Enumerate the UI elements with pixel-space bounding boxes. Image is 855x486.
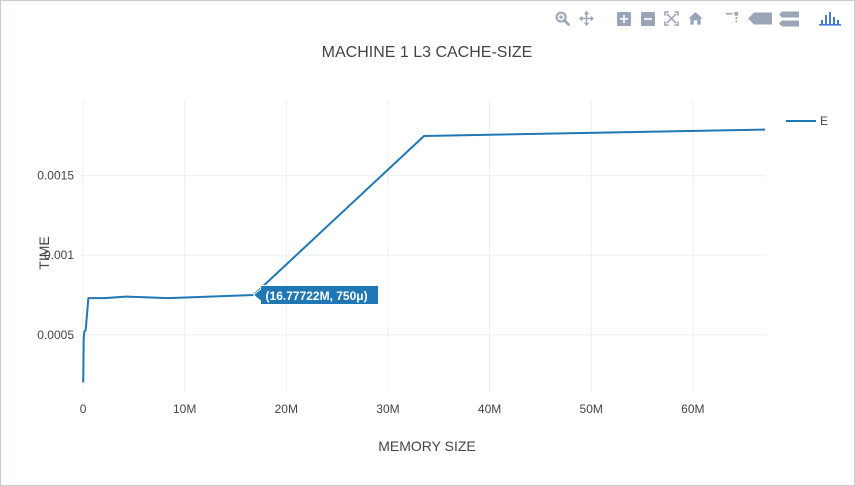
x-tick-label: 10M [173, 402, 196, 416]
x-tick-labels: 0 10M 20M 30M 40M 50M 60M [80, 402, 705, 416]
y-tick-label: 0.0005 [37, 328, 74, 342]
y-gridlines [80, 175, 766, 336]
hover-layer: (16.77722M, 750μ) [252, 285, 380, 305]
hover-tooltip: (16.77722M, 750μ) [252, 285, 380, 305]
hover-closest-icon[interactable] [748, 10, 772, 27]
x-tick-label: 50M [580, 402, 603, 416]
x-gridlines [82, 101, 694, 392]
pan-icon[interactable] [578, 10, 595, 27]
chart-title: MACHINE 1 L3 CACHE-SIZE [322, 44, 533, 61]
plotly-logo-icon[interactable] [819, 10, 841, 27]
autoscale-icon[interactable] [663, 10, 680, 27]
y-tick-label: 0.0015 [37, 169, 74, 183]
zoom-out-icon[interactable] [639, 10, 656, 27]
x-tick-label: 20M [275, 402, 298, 416]
series-line-E[interactable] [82, 128, 766, 383]
y-axis-label: TIME [36, 236, 52, 269]
legend[interactable]: E [786, 114, 828, 128]
hover-tooltip-text: (16.77722M, 750μ) [266, 289, 368, 303]
legend-label[interactable]: E [820, 114, 828, 128]
reset-axes-icon[interactable] [687, 10, 704, 27]
x-tick-label: 40M [478, 402, 501, 416]
x-tick-label: 60M [681, 402, 704, 416]
x-axis-label: MEMORY SIZE [378, 438, 476, 454]
x-tick-label: 30M [376, 402, 399, 416]
hover-compare-icon[interactable] [779, 10, 799, 27]
zoom-icon[interactable] [554, 10, 571, 27]
hover-tooltip-box [252, 285, 380, 305]
series-layer[interactable] [82, 128, 766, 383]
x-tick-label: 0 [80, 402, 87, 416]
zoom-in-icon[interactable] [615, 10, 632, 27]
y-tick-label: 0.001 [44, 248, 74, 262]
spike-lines-icon[interactable] [724, 10, 741, 27]
modebar [554, 10, 841, 27]
y-tick-labels: 0.0005 0.001 0.0015 [37, 169, 74, 342]
